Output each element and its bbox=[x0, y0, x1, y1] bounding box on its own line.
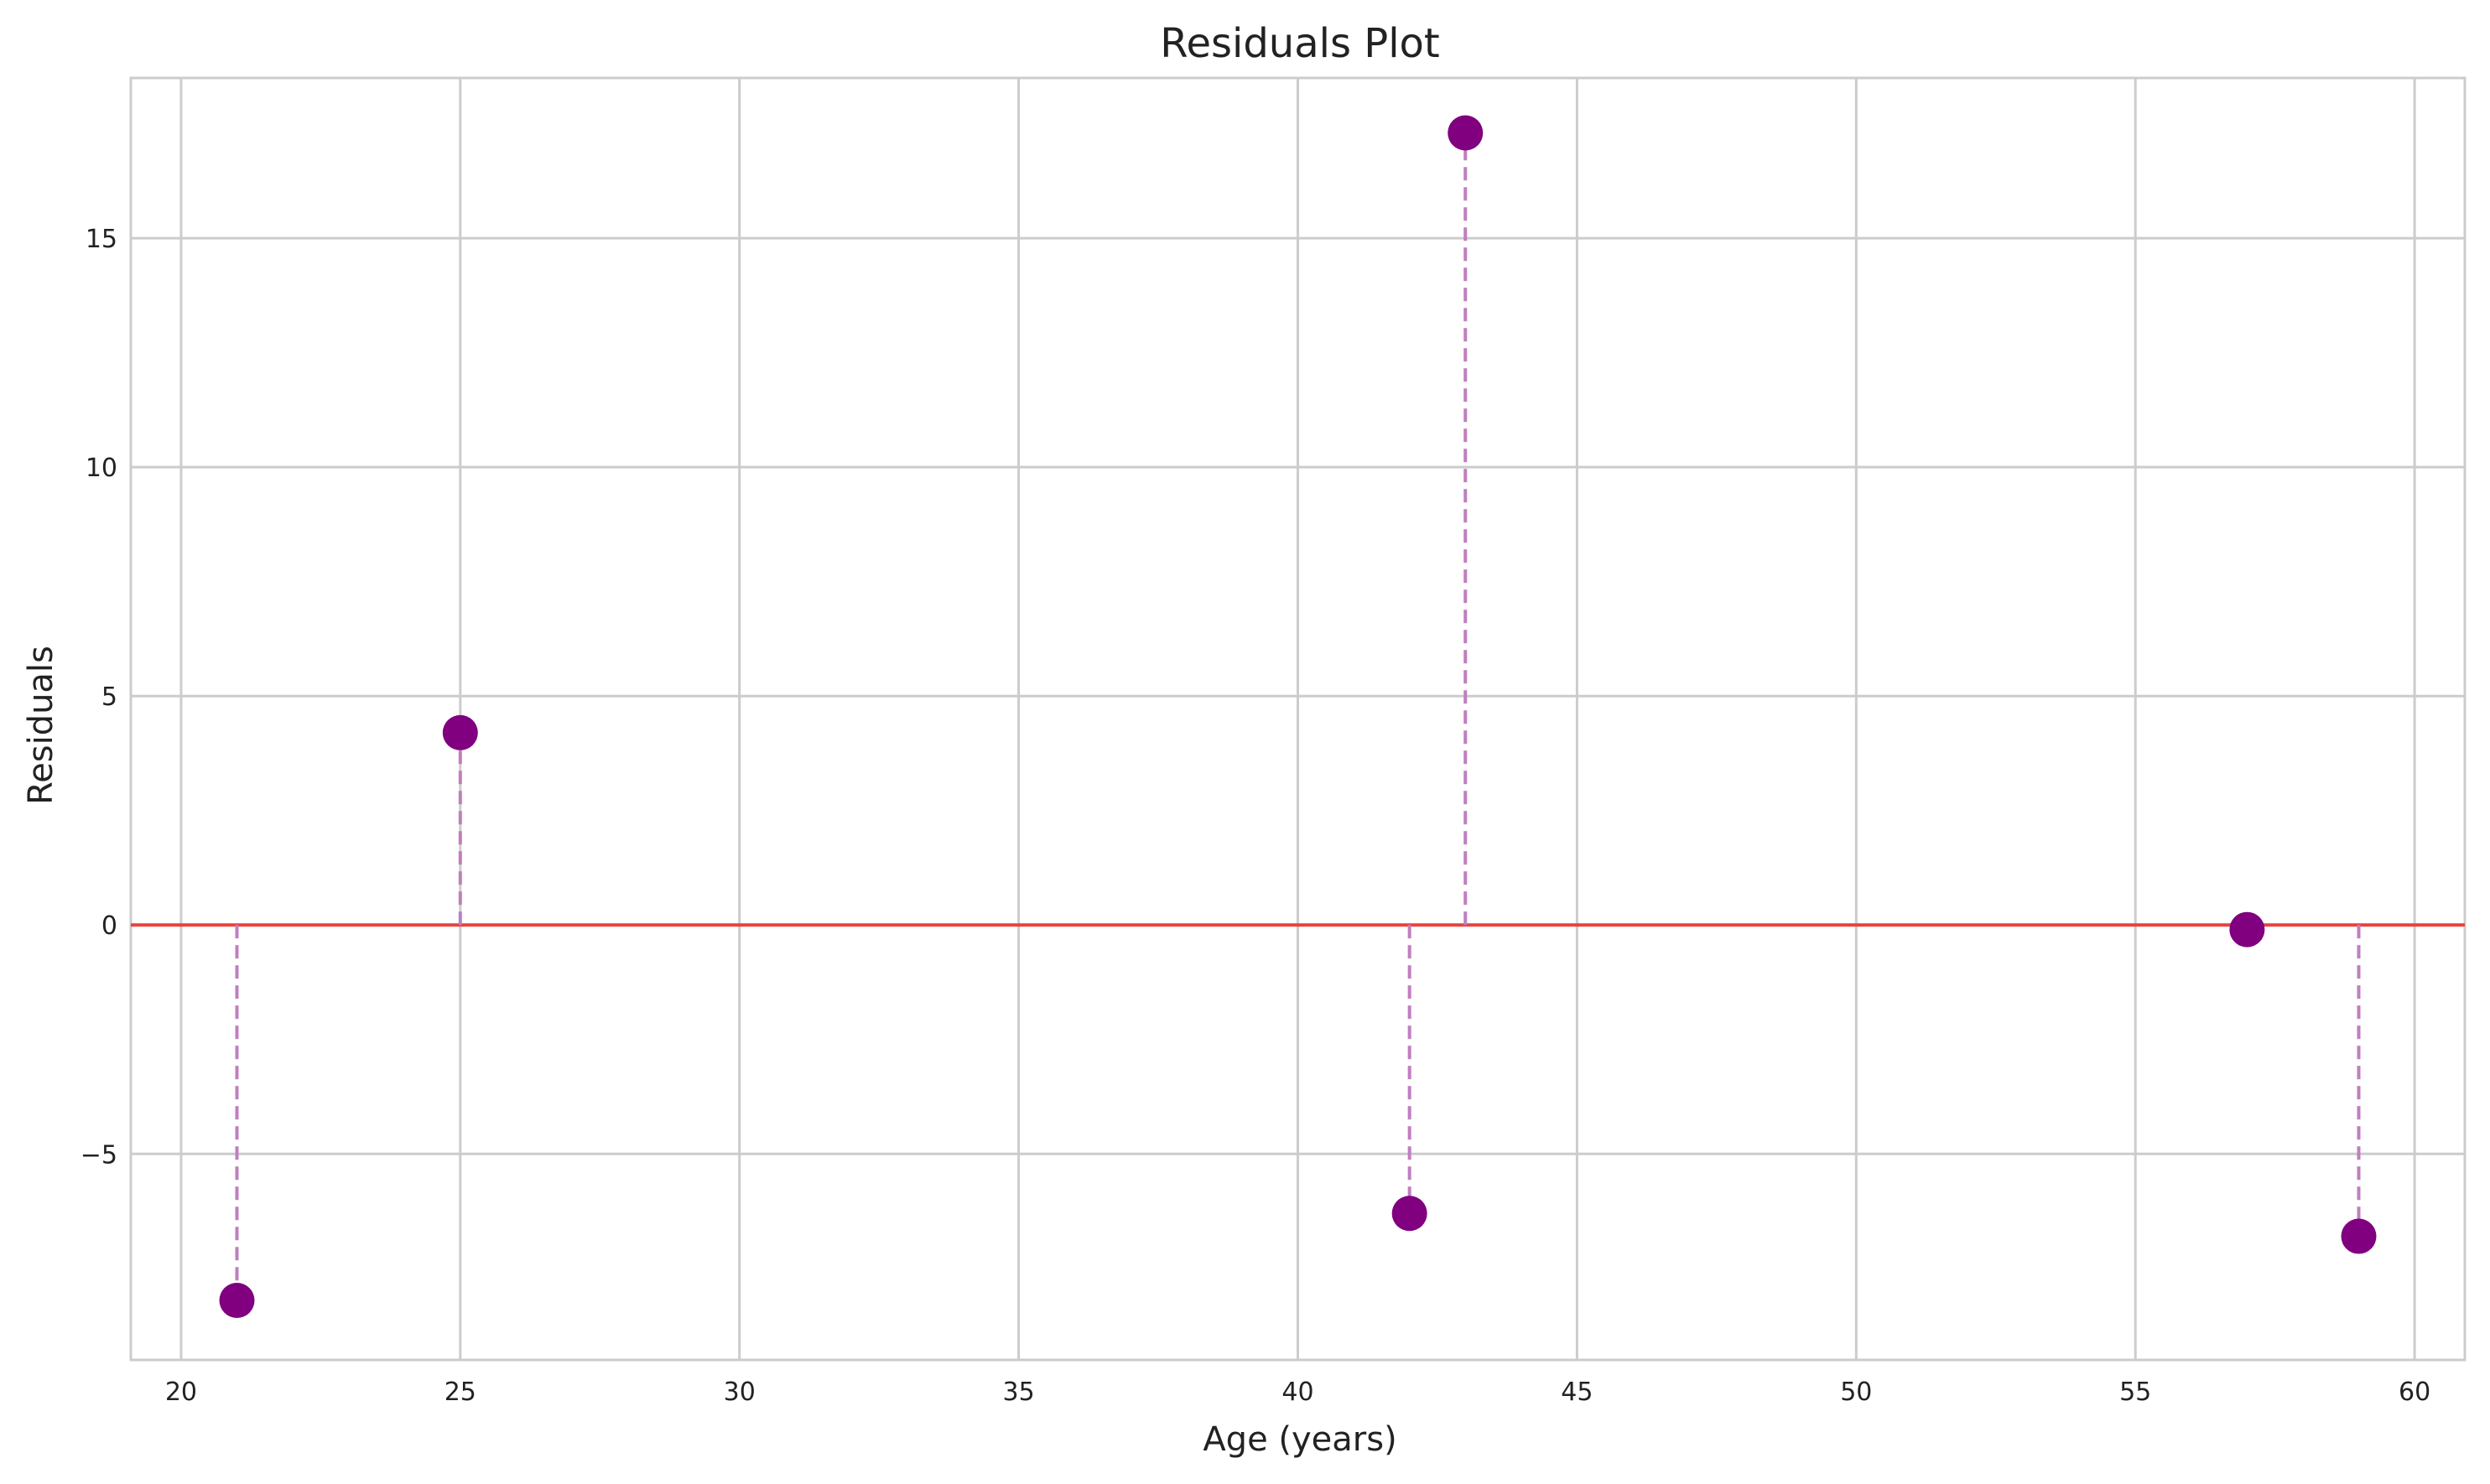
x-tick-labels: 20 25 30 35 40 45 50 55 60 bbox=[165, 1378, 2430, 1407]
y-tick-label: 15 bbox=[86, 225, 117, 254]
residual-point bbox=[2229, 911, 2265, 947]
x-tick-label: 30 bbox=[724, 1378, 756, 1407]
x-tick-label: 50 bbox=[1840, 1378, 1872, 1407]
residual-point bbox=[219, 1283, 255, 1319]
plot-frame bbox=[129, 76, 2467, 1362]
x-tick-label: 55 bbox=[2119, 1378, 2151, 1407]
y-axis-label: Residuals bbox=[22, 646, 60, 805]
residual-point bbox=[442, 714, 478, 750]
residual-points bbox=[219, 115, 2377, 1319]
x-tick-label: 40 bbox=[1281, 1378, 1313, 1407]
x-tick-label: 45 bbox=[1561, 1378, 1593, 1407]
y-tick-label: 5 bbox=[101, 682, 117, 712]
residual-point bbox=[2341, 1218, 2377, 1254]
residual-point bbox=[1391, 1196, 1427, 1232]
x-tick-label: 35 bbox=[1003, 1378, 1035, 1407]
chart-title: Residuals Plot bbox=[1160, 20, 1439, 67]
x-axis-label: Age (years) bbox=[1203, 1420, 1396, 1459]
y-tick-label: 0 bbox=[101, 911, 117, 941]
x-tick-label: 20 bbox=[165, 1378, 197, 1407]
residual-point bbox=[1448, 115, 1484, 151]
y-tick-labels: −5 0 5 10 15 bbox=[81, 225, 117, 1170]
x-tick-label: 25 bbox=[444, 1378, 476, 1407]
y-tick-label: −5 bbox=[81, 1140, 117, 1170]
x-tick-label: 60 bbox=[2399, 1378, 2430, 1407]
y-tick-label: 10 bbox=[86, 454, 117, 483]
